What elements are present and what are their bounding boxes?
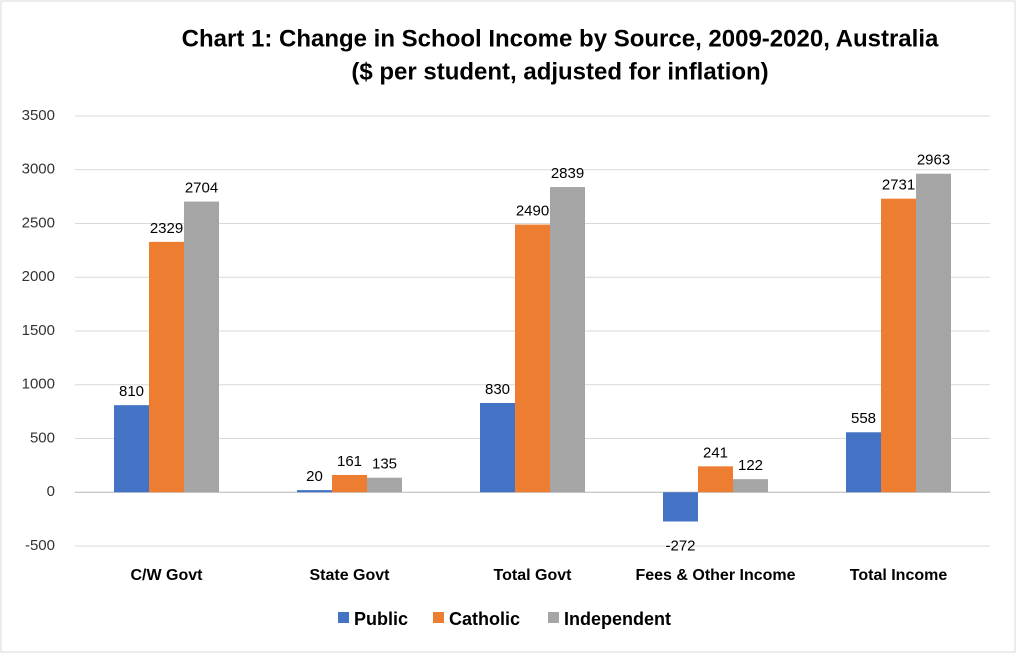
bar: [550, 187, 585, 493]
bar: [114, 405, 149, 493]
bar: [881, 198, 916, 493]
x-tick-label: State Govt: [309, 567, 390, 584]
y-tick-label: 3000: [22, 161, 55, 178]
legend-swatch: [548, 612, 559, 623]
bar: [149, 241, 184, 493]
y-tick-label: 1000: [22, 376, 55, 393]
legend-label: Catholic: [449, 609, 520, 629]
data-label: 2731: [882, 177, 915, 194]
data-label: 2329: [150, 220, 183, 237]
bar: [698, 466, 733, 493]
data-label: 2490: [516, 203, 549, 220]
bar: [733, 479, 768, 493]
x-tick-label: C/W Govt: [131, 567, 204, 584]
x-tick-label: Total Govt: [494, 567, 573, 584]
x-tick-label: Fees & Other Income: [635, 567, 795, 584]
data-label: 2839: [551, 165, 584, 182]
chart-subtitle: ($ per student, adjusted for inflation): [351, 58, 768, 85]
data-label: 122: [738, 457, 763, 474]
y-tick-label: 2000: [22, 268, 55, 285]
data-label: 161: [337, 453, 362, 470]
data-label: -272: [665, 537, 695, 554]
bar: [916, 173, 951, 493]
bar: [515, 224, 550, 493]
bar: [184, 201, 219, 493]
bar: [663, 492, 698, 522]
data-label: 241: [703, 444, 728, 461]
y-tick-label: 0: [47, 483, 55, 500]
data-label: 135: [372, 456, 397, 473]
legend-swatch: [338, 612, 349, 623]
legend-swatch: [433, 612, 444, 623]
chart-title: Chart 1: Change in School Income by Sour…: [182, 25, 939, 52]
data-label: 2963: [917, 152, 950, 169]
legend-label: Independent: [564, 609, 671, 629]
y-tick-label: 3500: [22, 107, 55, 124]
bar: [480, 403, 515, 493]
y-tick-label: -500: [25, 537, 55, 554]
y-tick-label: 2500: [22, 214, 55, 231]
y-tick-label: 500: [30, 429, 55, 446]
legend-label: Public: [354, 609, 408, 629]
data-label: 810: [119, 383, 144, 400]
bar: [846, 432, 881, 493]
bar: [367, 477, 402, 493]
data-label: 558: [851, 410, 876, 427]
x-tick-label: Total Income: [850, 567, 948, 584]
y-tick-label: 1500: [22, 322, 55, 339]
data-label: 20: [306, 468, 323, 485]
data-label: 2704: [185, 180, 218, 197]
bar: [297, 490, 332, 493]
bar: [332, 474, 367, 493]
data-label: 830: [485, 381, 510, 398]
